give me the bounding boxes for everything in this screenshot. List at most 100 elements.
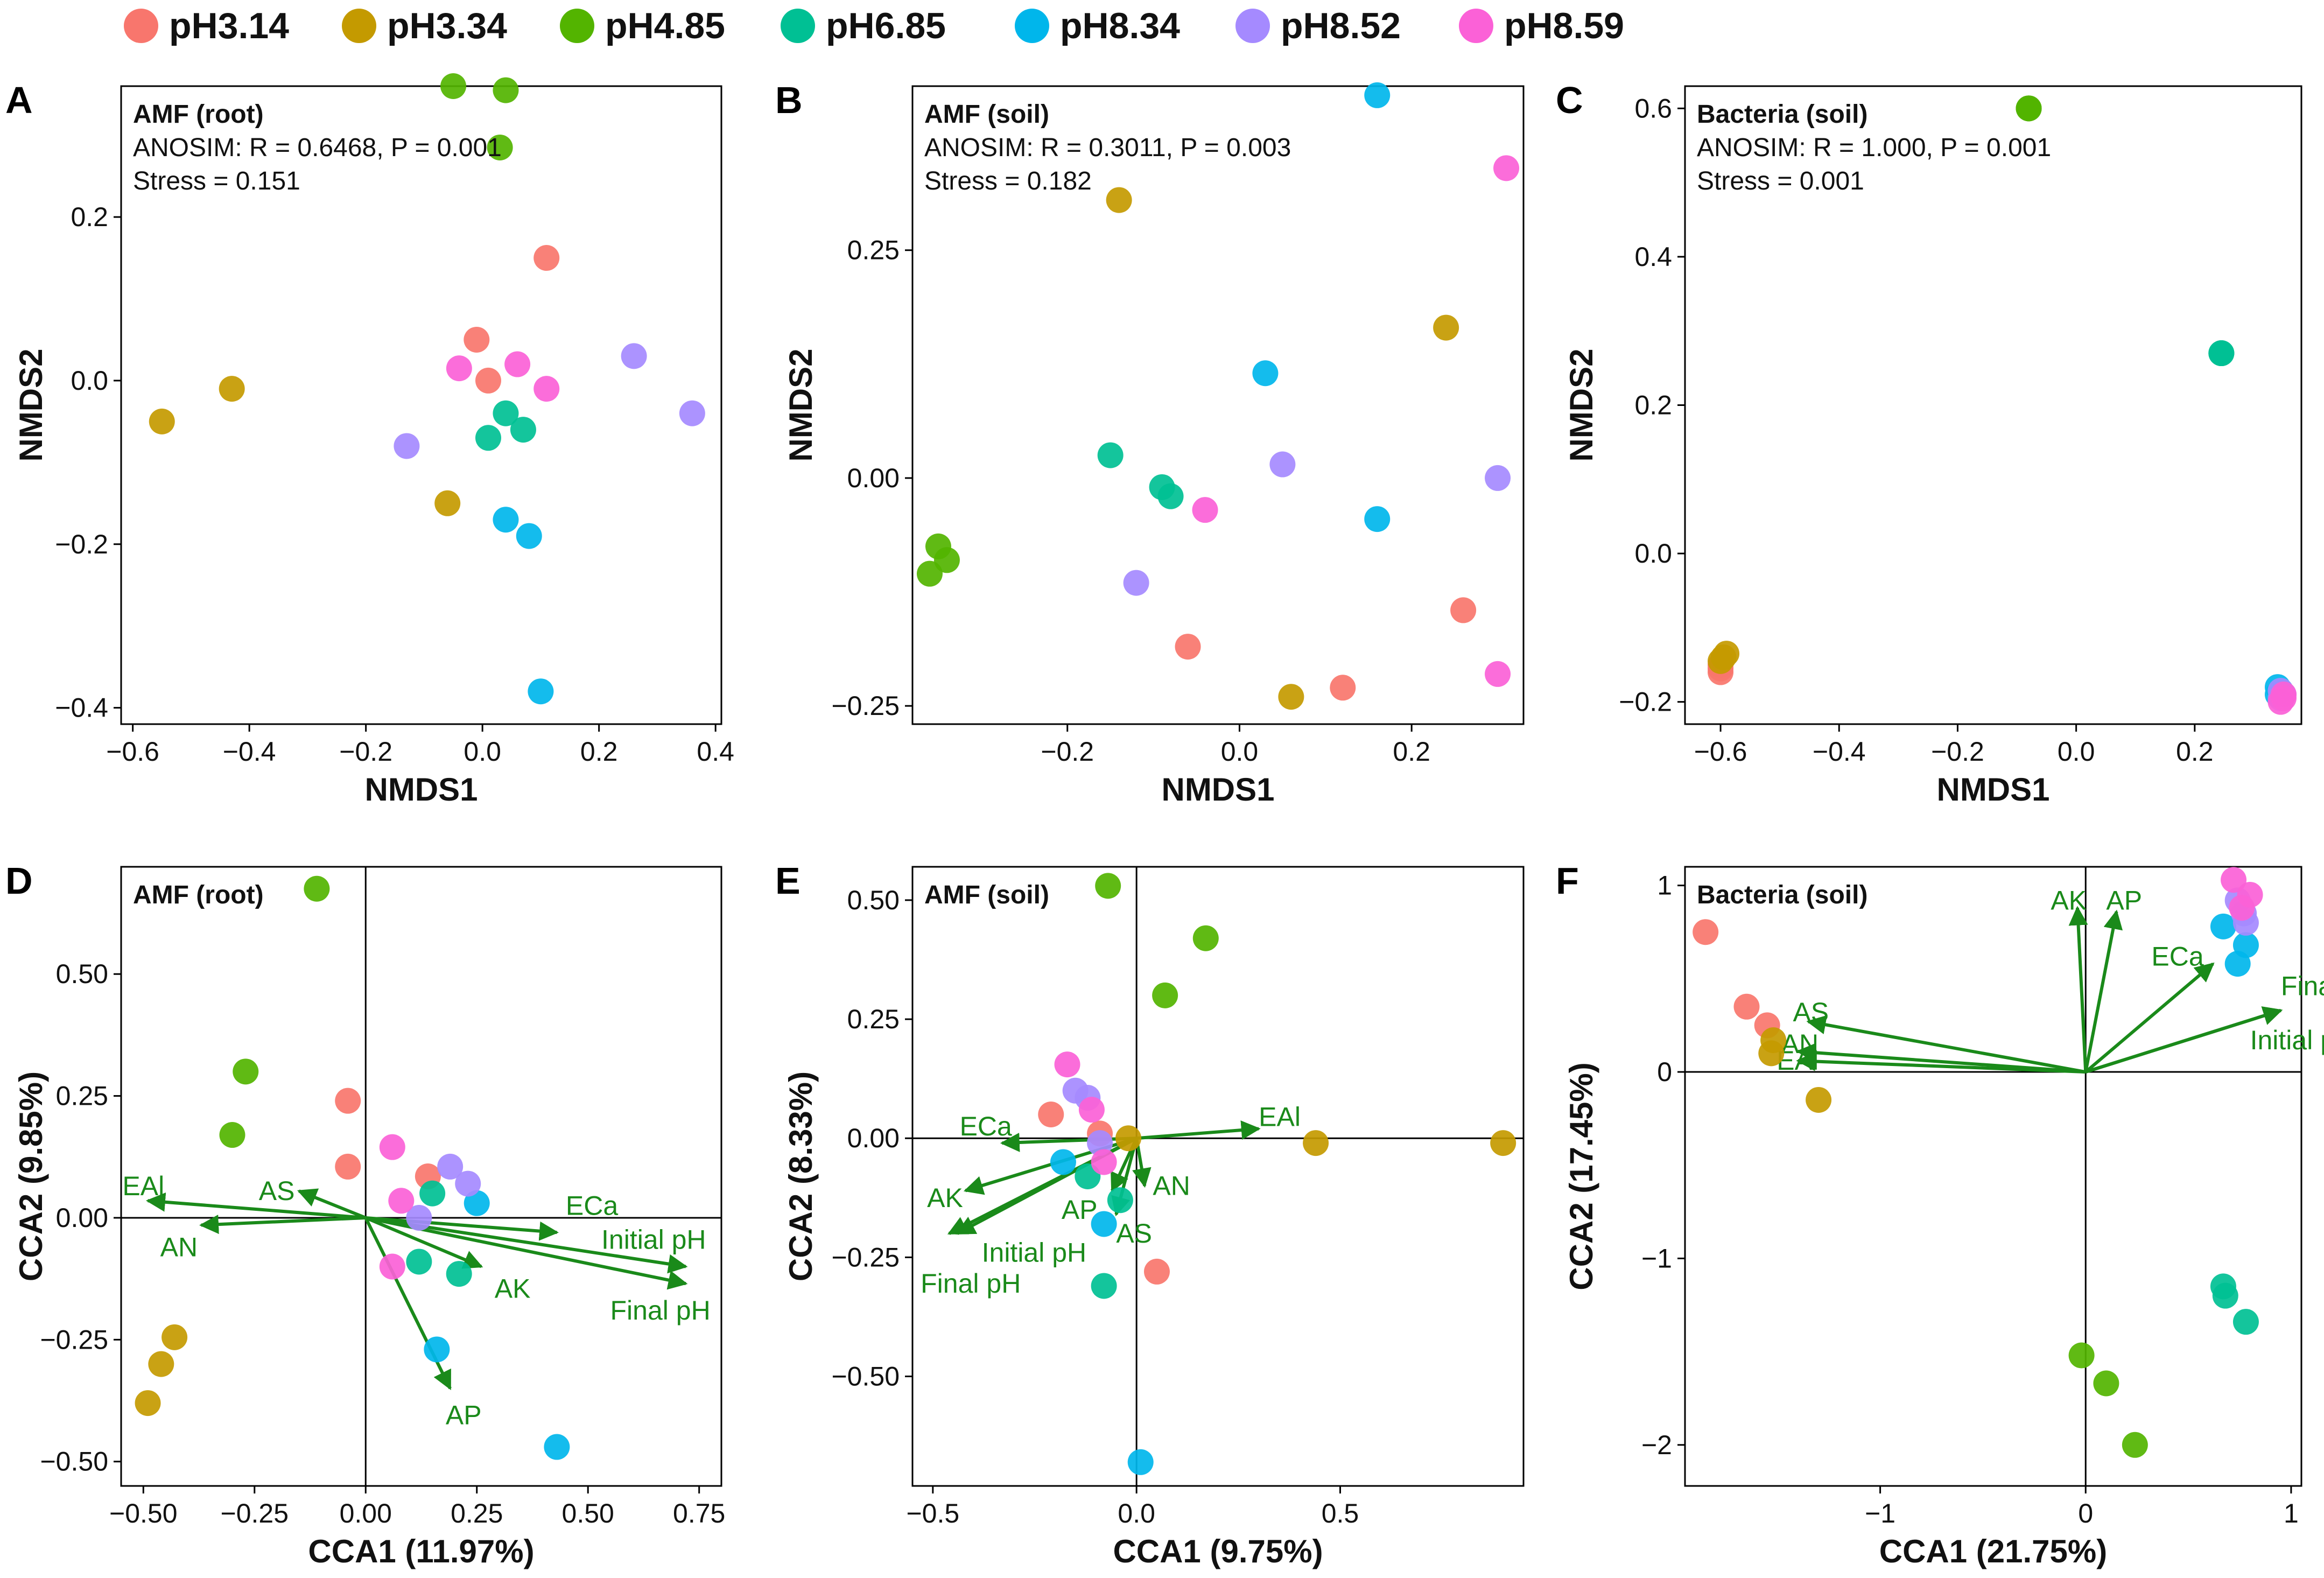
point-ph8-59: [446, 355, 472, 382]
point-ph8-59: [379, 1253, 405, 1280]
point-ph3-14: [475, 367, 501, 394]
y-tick-label: −0.50: [40, 1447, 108, 1477]
y-tick-label: 0.00: [847, 1123, 900, 1153]
legend-swatch: [1459, 9, 1493, 43]
arrow-ak: [2068, 906, 2088, 1072]
x-axis-title: CCA1 (21.75%): [1879, 1533, 2108, 1569]
point-ph8-59: [504, 351, 531, 377]
y-tick-label: 0.25: [56, 1081, 108, 1111]
point-ph3-34: [1708, 648, 1734, 674]
point-ph3-14: [533, 245, 560, 271]
point-ph8-34: [2210, 913, 2236, 939]
point-ph6-85: [406, 1249, 432, 1275]
point-ph4-85: [2016, 95, 2042, 122]
y-axis-title: NMDS2: [1563, 348, 1599, 461]
point-ph3-14: [335, 1088, 361, 1114]
point-ph6-85: [475, 425, 501, 451]
x-tick-label: 0.0: [464, 737, 501, 767]
y-tick-label: −0.2: [55, 529, 108, 559]
arrow-eca: [366, 1216, 559, 1241]
point-ph6-85: [446, 1261, 472, 1287]
point-ph8-52: [455, 1170, 481, 1197]
y-axis-title: CCA2 (8.33%): [783, 1071, 819, 1281]
legend-swatch: [1015, 9, 1049, 43]
anosim-annotation: ANOSIM: R = 0.6468, P = 0.001: [133, 134, 502, 162]
arrow-label-eal: EAl: [1259, 1102, 1301, 1132]
point-ph6-85: [2232, 1309, 2259, 1335]
y-axis-title: NMDS2: [13, 348, 49, 461]
x-tick-label: 0.25: [451, 1498, 503, 1528]
x-tick-label: −0.6: [106, 737, 159, 767]
x-axis-title: CCA1 (11.97%): [308, 1533, 534, 1569]
point-ph4-85: [487, 134, 513, 160]
y-tick-label: 0.2: [71, 202, 108, 232]
y-tick-label: −0.50: [831, 1362, 900, 1392]
point-ph8-59: [379, 1134, 405, 1160]
anosim-annotation: ANOSIM: R = 1.000, P = 0.001: [1697, 134, 2051, 162]
point-ph3-34: [1278, 684, 1304, 710]
y-tick-label: 0.50: [847, 885, 900, 915]
y-tick-label: 0.0: [71, 366, 108, 396]
y-tick-label: −0.25: [831, 691, 900, 721]
point-ph3-34: [1758, 1040, 1785, 1067]
x-tick-label: −0.6: [1694, 737, 1747, 767]
x-tick-label: −0.2: [1041, 737, 1094, 767]
x-axis-title: CCA1 (9.75%): [1113, 1533, 1323, 1569]
point-ph6-85: [1157, 483, 1184, 509]
arrow-label-eca: ECa: [566, 1190, 618, 1221]
legend-item-ph6-85: pH6.85: [781, 4, 946, 47]
x-tick-label: 0.2: [580, 737, 618, 767]
legend-item-ph3-14: pH3.14: [124, 4, 289, 47]
legend-label: pH3.34: [387, 5, 507, 46]
plot-frame: [120, 866, 722, 1487]
y-tick-label: −0.25: [831, 1242, 900, 1272]
arrow-eal: [1136, 1120, 1261, 1140]
x-tick-label: 0.0: [1118, 1498, 1155, 1528]
arrow-label-ak: AK: [2051, 885, 2087, 915]
point-ph8-34: [2224, 951, 2251, 977]
arrow-label-ap: AP: [2106, 885, 2142, 915]
stress-annotation: Stress = 0.001: [1697, 167, 1864, 195]
point-ph8-34: [1252, 360, 1279, 387]
y-tick-label: 0.00: [56, 1203, 108, 1233]
point-ph3-34: [148, 1351, 174, 1377]
arrow-label-final-ph: Final pH: [2281, 971, 2324, 1001]
point-ph4-85: [916, 560, 943, 587]
point-ph8-52: [1123, 570, 1149, 596]
x-tick-label: −1: [1865, 1498, 1895, 1528]
point-ph3-14: [1038, 1102, 1064, 1127]
legend-item-ph3-34: pH3.34: [342, 4, 507, 47]
y-tick-label: 1: [1657, 871, 1672, 901]
x-tick-label: −0.5: [906, 1498, 959, 1528]
point-ph8-59: [388, 1188, 415, 1214]
point-ph8-59: [1192, 497, 1218, 523]
point-ph3-14: [1175, 634, 1201, 660]
panel-e-amf-soil-cca: E −0.5 0.0 0.5 0.50 0.25 0.00 −0.25 −0.50 CCA1 (9…: [775, 860, 1525, 1569]
point-ph8-59: [1493, 155, 1520, 181]
arrow-label-eca: ECa: [2151, 941, 2203, 971]
point-ph3-34: [434, 490, 461, 516]
point-ph8-34: [1050, 1149, 1076, 1175]
point-ph8-34: [516, 523, 542, 549]
plot-frame: [911, 85, 1525, 725]
point-ph8-59: [1485, 661, 1511, 687]
y-axis-title: NMDS2: [783, 348, 819, 461]
panel-title: Bacteria (soil): [1697, 881, 1867, 909]
point-ph6-85: [1107, 1187, 1133, 1214]
arrow-label-an: AN: [160, 1232, 198, 1262]
legend-swatch: [342, 9, 376, 43]
point-ph8-59: [2229, 895, 2255, 921]
legend-swatch: [781, 9, 815, 43]
point-ph6-85: [510, 417, 536, 443]
point-ph6-85: [2212, 1282, 2238, 1309]
point-ph8-52: [679, 400, 705, 426]
point-ph8-34: [1364, 506, 1391, 532]
point-ph3-14: [1144, 1258, 1170, 1285]
x-axis-title: NMDS1: [1161, 772, 1274, 808]
arrow-label-as: AS: [259, 1176, 295, 1206]
point-ph8-59: [2267, 689, 2294, 715]
point-ph3-34: [1115, 1125, 1142, 1152]
arrow-label-initial-ph: Initial pH: [982, 1238, 1087, 1268]
legend-label: pH8.34: [1060, 5, 1180, 46]
arrow-label-final-ph: Final pH: [921, 1268, 1021, 1299]
